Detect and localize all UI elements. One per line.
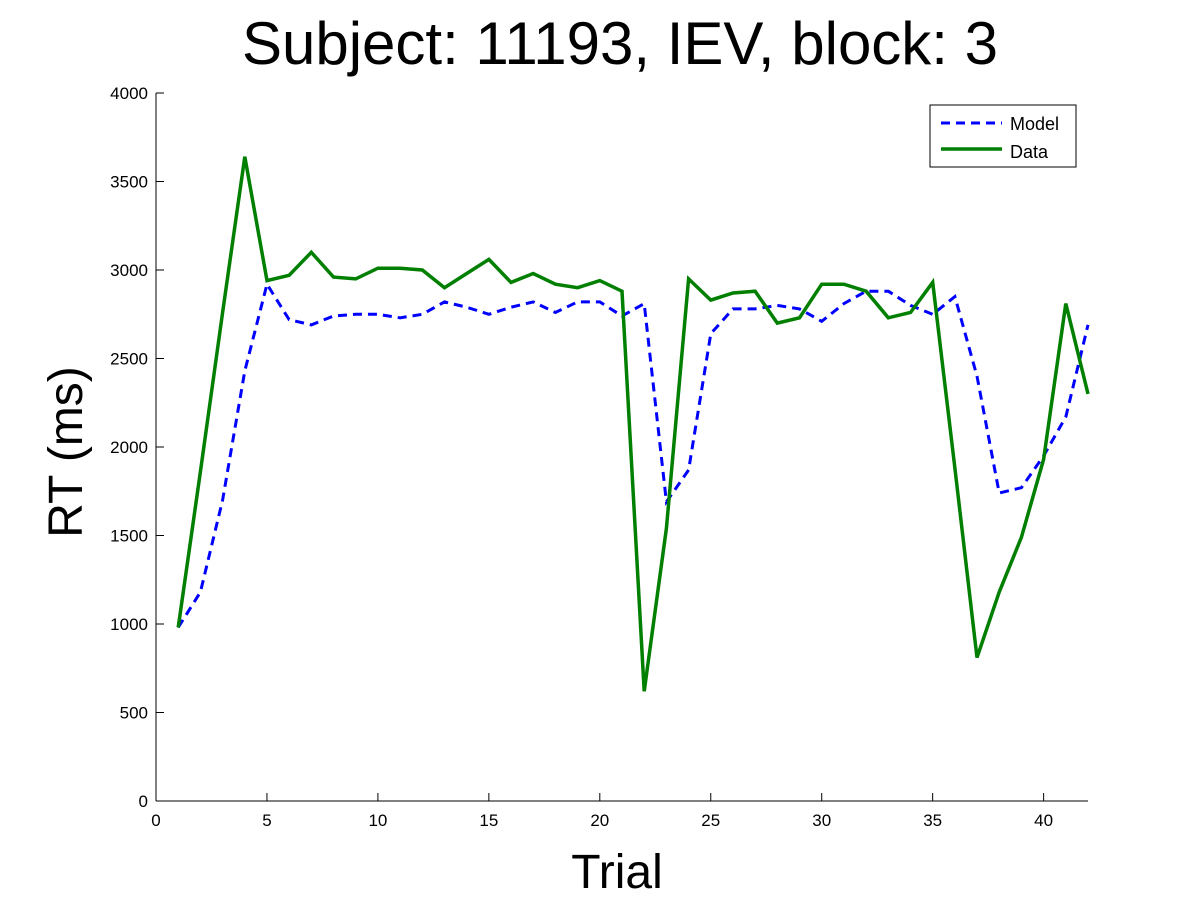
y-axis-label: RT (ms) bbox=[40, 366, 93, 538]
legend-label-data: Data bbox=[1010, 142, 1049, 162]
y-axis: 0 500 1000 1500 2000 2500 3000 3500 4000 bbox=[110, 84, 164, 811]
x-tick-label: 20 bbox=[590, 811, 609, 830]
y-tick-label: 3000 bbox=[110, 261, 148, 280]
x-tick-label: 5 bbox=[262, 811, 271, 830]
chart-title: Subject: 11193, IEV, block: 3 bbox=[242, 10, 998, 77]
y-tick-label: 3500 bbox=[110, 173, 148, 192]
x-tick-label: 35 bbox=[923, 811, 942, 830]
x-axis: 0 5 10 15 20 25 30 35 40 bbox=[151, 793, 1053, 830]
x-tick-label: 15 bbox=[479, 811, 498, 830]
legend-box bbox=[929, 104, 1077, 168]
y-tick-label: 0 bbox=[139, 792, 148, 811]
x-axis-label: Trial bbox=[571, 846, 663, 899]
series-line-data bbox=[176, 156, 1090, 692]
y-tick-label: 2500 bbox=[110, 350, 148, 369]
y-tick-label: 1500 bbox=[110, 527, 148, 546]
series-layer bbox=[176, 156, 1090, 692]
plot-area bbox=[156, 93, 1088, 801]
y-tick-label: 1000 bbox=[110, 615, 148, 634]
legend-label-model: Model bbox=[1010, 114, 1059, 134]
x-tick-label: 10 bbox=[368, 811, 387, 830]
y-tick-label: 2000 bbox=[110, 438, 148, 457]
x-tick-label: 0 bbox=[151, 811, 160, 830]
x-tick-label: 40 bbox=[1034, 811, 1053, 830]
y-tick-label: 500 bbox=[120, 704, 148, 723]
x-tick-label: 25 bbox=[701, 811, 720, 830]
x-tick-label: 30 bbox=[812, 811, 831, 830]
y-tick-label: 4000 bbox=[110, 84, 148, 103]
series-line-model bbox=[176, 280, 1090, 629]
legend: Model Data bbox=[929, 104, 1077, 168]
